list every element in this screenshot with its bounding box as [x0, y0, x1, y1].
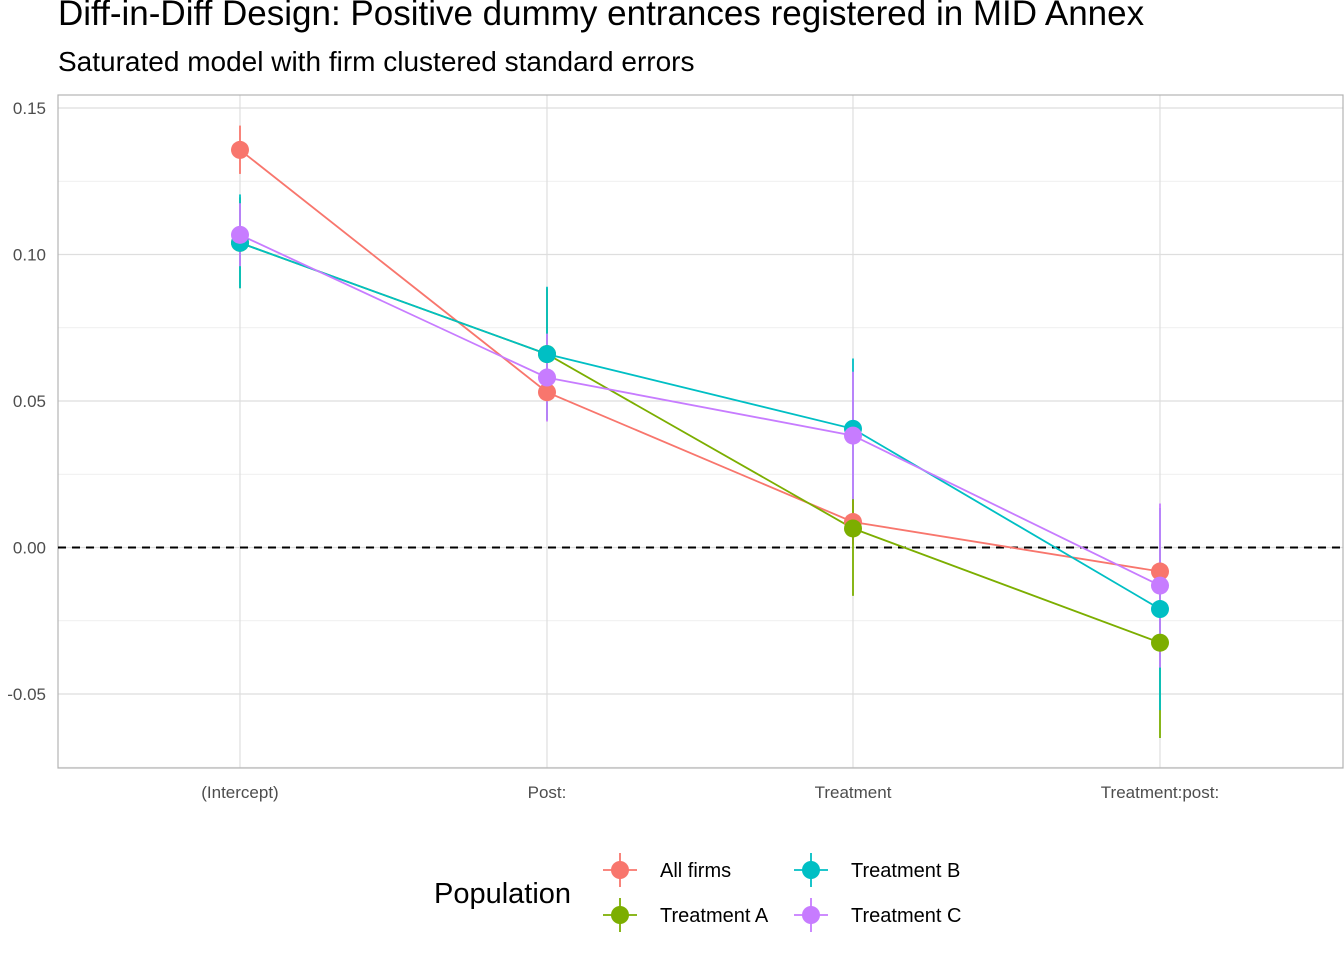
data-point-treatment-c: [538, 368, 556, 387]
legend-key-point: [611, 906, 629, 924]
legend-item: Treatment C: [794, 898, 961, 932]
series-line-all-firms: [239, 149, 1161, 573]
data-points: [231, 140, 1169, 652]
legend-label: Treatment A: [660, 905, 769, 927]
y-tick-label: 0.00: [13, 539, 46, 558]
chart-subtitle: Saturated model with firm clustered stan…: [58, 46, 695, 77]
legend-label: Treatment C: [851, 905, 961, 927]
data-point-treatment-c: [844, 426, 862, 445]
data-point-treatment-a: [844, 519, 862, 538]
chart-title: Diff-in-Diff Design: Positive dummy entr…: [58, 0, 1145, 33]
x-tick-label: Treatment: [815, 783, 892, 802]
y-tick-label: -0.05: [7, 685, 46, 704]
y-tick-label: 0.10: [13, 246, 46, 265]
y-tick-label: 0.15: [13, 99, 46, 118]
x-tick-label: Treatment:post:: [1101, 783, 1219, 802]
x-tick-label: Post:: [528, 783, 567, 802]
legend-key-point: [611, 861, 629, 879]
panel-border: [57, 94, 1344, 769]
legend-key-point: [802, 861, 820, 879]
series-line-treatment-a: [239, 241, 1161, 644]
data-point-treatment-c: [1151, 576, 1169, 595]
data-point-all-firms: [231, 140, 249, 159]
data-point-all-firms: [1151, 562, 1169, 581]
legend-label: Treatment B: [851, 860, 960, 882]
data-point-treatment-a: [1151, 633, 1169, 652]
legend-label: All firms: [660, 860, 731, 882]
data-point-treatment-b: [1151, 600, 1169, 619]
x-tick-label: (Intercept): [201, 783, 278, 802]
legend: Population All firms Treatment A Treatment …: [434, 853, 961, 932]
legend-key-point: [802, 906, 820, 924]
legend-item: Treatment B: [794, 853, 960, 887]
grid-layer: [58, 95, 1343, 768]
data-point-treatment-b: [538, 345, 556, 364]
legend-item: Treatment A: [603, 898, 769, 932]
axis-layer: -0.05 0.00 0.05 0.10 0.15 (Intercept) Post: Tre…: [7, 94, 1344, 802]
error-bars: [239, 125, 1161, 738]
series-line-treatment-c: [239, 234, 1161, 587]
y-tick-label: 0.05: [13, 392, 46, 411]
series-line-treatment-b: [239, 241, 1161, 610]
legend-item: All firms: [603, 853, 731, 887]
data-point-treatment-c: [231, 225, 249, 244]
legend-title: Population: [434, 878, 571, 910]
series-lines: [239, 149, 1161, 644]
data-point-all-firms: [538, 383, 556, 402]
